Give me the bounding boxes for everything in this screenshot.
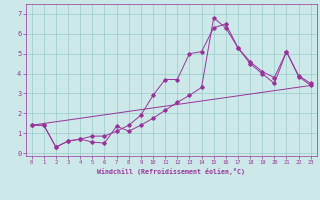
X-axis label: Windchill (Refroidissement éolien,°C): Windchill (Refroidissement éolien,°C) [97, 168, 245, 175]
